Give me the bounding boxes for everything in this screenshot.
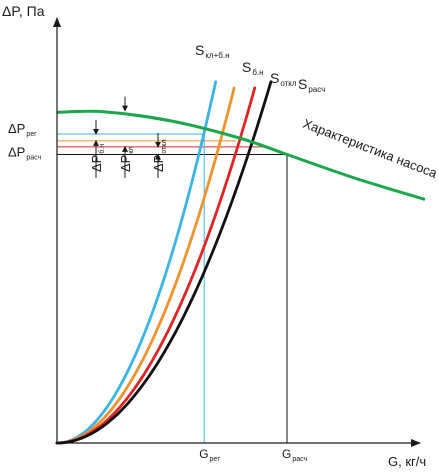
x-tick-label-g-reg: Gрег bbox=[199, 447, 220, 463]
delta-annotations: ΔPб.н ΔPкл ΔPоткл bbox=[89, 96, 168, 178]
series-label-s_kl_bn: Sкл+б.н bbox=[195, 42, 230, 60]
series-label-s_rasch: Sрасч bbox=[298, 76, 325, 94]
x-axis-label: G, кг/ч bbox=[388, 454, 426, 469]
series-line-s_bn bbox=[55, 86, 236, 445]
reference-lines bbox=[57, 133, 288, 443]
y-tick-label-dp-rasch: ΔPрасч bbox=[8, 145, 42, 162]
series-line-s_kl_bn bbox=[55, 80, 218, 445]
delta-label-bn: ΔPб.н bbox=[89, 144, 106, 172]
x-tick-label-g-rasch: Gрасч bbox=[282, 447, 308, 463]
y-axis-label: ΔP, Па bbox=[2, 3, 45, 19]
delta-label-kl: ΔPкл bbox=[118, 146, 135, 172]
pump-curve bbox=[56, 109, 426, 201]
delta-label-otkl: ΔPоткл bbox=[151, 139, 168, 172]
pump-curve-label: Характеристика насоса bbox=[301, 116, 439, 181]
series-label-s_bn: Sб.н bbox=[242, 59, 264, 77]
system-curves bbox=[55, 80, 273, 445]
series-label-s_otkl: Sоткл bbox=[270, 70, 297, 88]
y-tick-label-dp-reg: ΔPрег bbox=[8, 121, 37, 138]
series-line-s_rasch bbox=[55, 80, 273, 445]
